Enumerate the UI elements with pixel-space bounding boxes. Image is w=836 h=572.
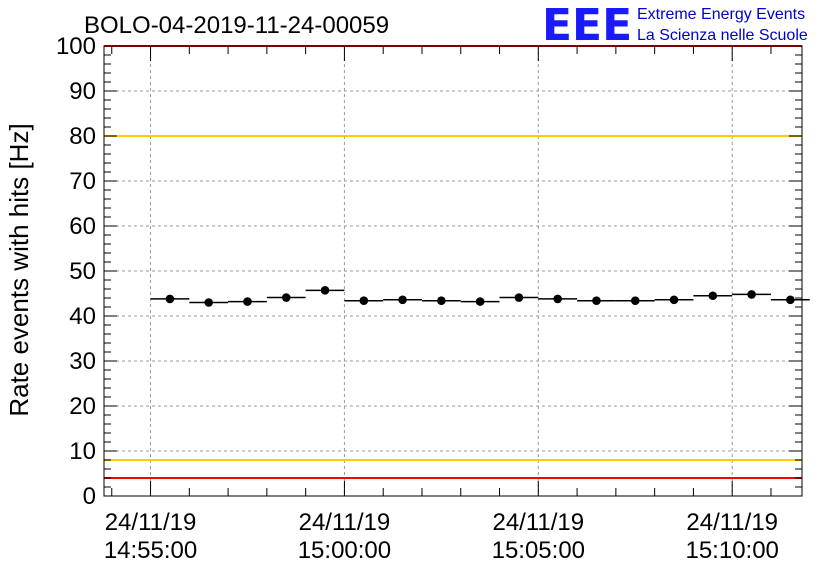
x-tick-label-date: 24/11/19	[299, 509, 391, 536]
reference-lines	[104, 45, 802, 479]
y-tick-label: 20	[69, 393, 96, 420]
y-tick-label: 10	[69, 438, 96, 465]
y-tick-label: 70	[69, 168, 96, 195]
logo-line-1: Extreme Energy Events	[637, 6, 805, 23]
x-tick-label-date: 24/11/19	[492, 509, 584, 536]
data-point	[398, 295, 407, 305]
axes	[103, 45, 803, 497]
y-tick-label: 30	[69, 348, 96, 375]
data-point	[592, 296, 601, 306]
y-tick-label: 40	[69, 303, 96, 330]
data-point	[553, 294, 562, 304]
data-point	[514, 293, 524, 302]
y-tick-labels: 0 10 20 30 40 50 60 70 80 90 100	[56, 33, 96, 510]
data-point	[320, 286, 330, 295]
data-point	[475, 297, 485, 306]
eee-logo: EEE Extreme Energy Events La Scienza nel…	[542, 0, 808, 51]
logo-letters: EEE	[542, 0, 632, 51]
data-point	[747, 290, 756, 299]
x-tick-label-time: 15:05:00	[492, 537, 585, 564]
x-tick-label-time: 14:55:00	[104, 537, 197, 564]
y-tick-label: 0	[83, 483, 96, 510]
data-point	[243, 297, 252, 306]
x-tick-label-time: 15:10:00	[685, 537, 778, 564]
x-tick-label-date: 24/11/19	[105, 509, 197, 536]
data-point	[281, 293, 291, 302]
data-point	[669, 295, 679, 305]
data-point	[204, 298, 213, 307]
y-tick-label: 100	[56, 33, 96, 60]
y-tick-label: 50	[69, 258, 96, 285]
y-tick-label: 60	[69, 213, 96, 240]
data-point	[786, 295, 795, 305]
y-axis-label: Rate events with hits [Hz]	[4, 123, 34, 416]
grid	[104, 46, 802, 496]
data-points	[150, 286, 810, 307]
data-point	[630, 296, 640, 306]
logo-line-2: La Scienza nelle Scuole	[637, 27, 808, 44]
data-point	[165, 294, 175, 304]
data-point	[708, 291, 718, 301]
y-tick-label: 80	[69, 123, 96, 150]
x-tick-labels: 24/11/1914:55:0024/11/1915:00:0024/11/19…	[104, 509, 779, 564]
data-point	[437, 296, 446, 306]
x-tick-label-date: 24/11/19	[686, 509, 778, 536]
x-tick-label-time: 15:00:00	[298, 537, 391, 564]
chart-title: BOLO-04-2019-11-24-00059	[84, 12, 389, 39]
data-point	[359, 296, 369, 306]
y-tick-label: 90	[69, 78, 96, 105]
